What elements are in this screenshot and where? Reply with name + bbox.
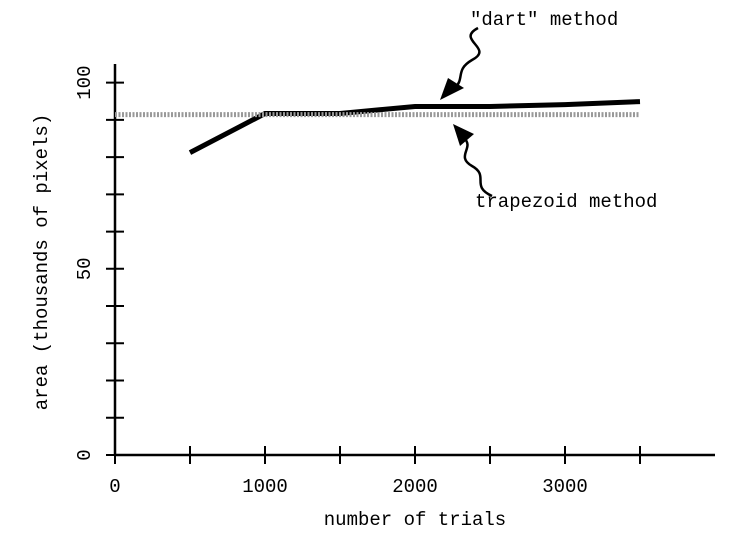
arrowhead	[440, 78, 464, 100]
y-tick-label: 50	[74, 257, 96, 280]
x-tick-label: 0	[109, 476, 120, 498]
arrow	[463, 137, 493, 198]
y-tick-label: 0	[74, 449, 96, 460]
x-tick-label: 3000	[542, 476, 588, 498]
arrowhead	[453, 124, 474, 146]
data-line	[188, 99, 641, 155]
x-tick-label: 1000	[242, 476, 288, 498]
arrow	[454, 26, 481, 89]
y-axis-label: area (thousands of pixels)	[31, 114, 53, 410]
annotation: "dart" method	[470, 9, 618, 31]
x-tick-label: 2000	[392, 476, 438, 498]
x-axis-label: number of trials	[324, 509, 506, 531]
y-tick-label: 100	[74, 66, 96, 100]
annotation: trapezoid method	[475, 191, 657, 213]
